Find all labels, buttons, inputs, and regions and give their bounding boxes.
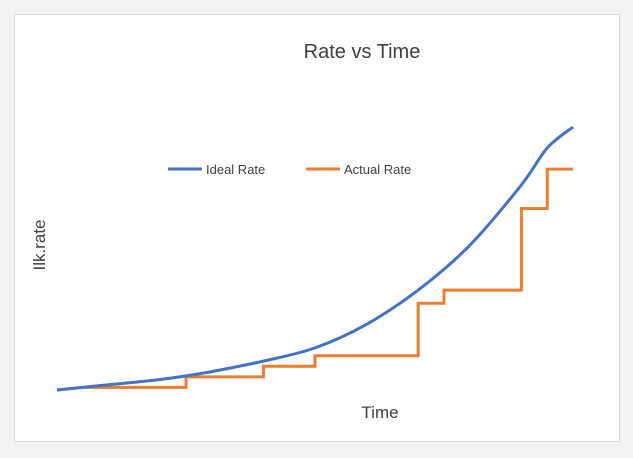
chart-area <box>14 14 620 442</box>
series-line-actual-rate <box>56 167 573 392</box>
y-axis-label: Ilk.rate <box>30 219 49 270</box>
series-line-ideal-rate <box>56 125 574 392</box>
x-axis-label: Time <box>361 403 398 422</box>
legend-label-ideal-rate: Ideal Rate <box>206 162 265 177</box>
legend-label-actual-rate: Actual Rate <box>344 162 411 177</box>
legend: Ideal Rate Actual Rate <box>168 162 411 177</box>
plot-area <box>56 125 574 392</box>
chart-title: Rate vs Time <box>304 41 421 63</box>
